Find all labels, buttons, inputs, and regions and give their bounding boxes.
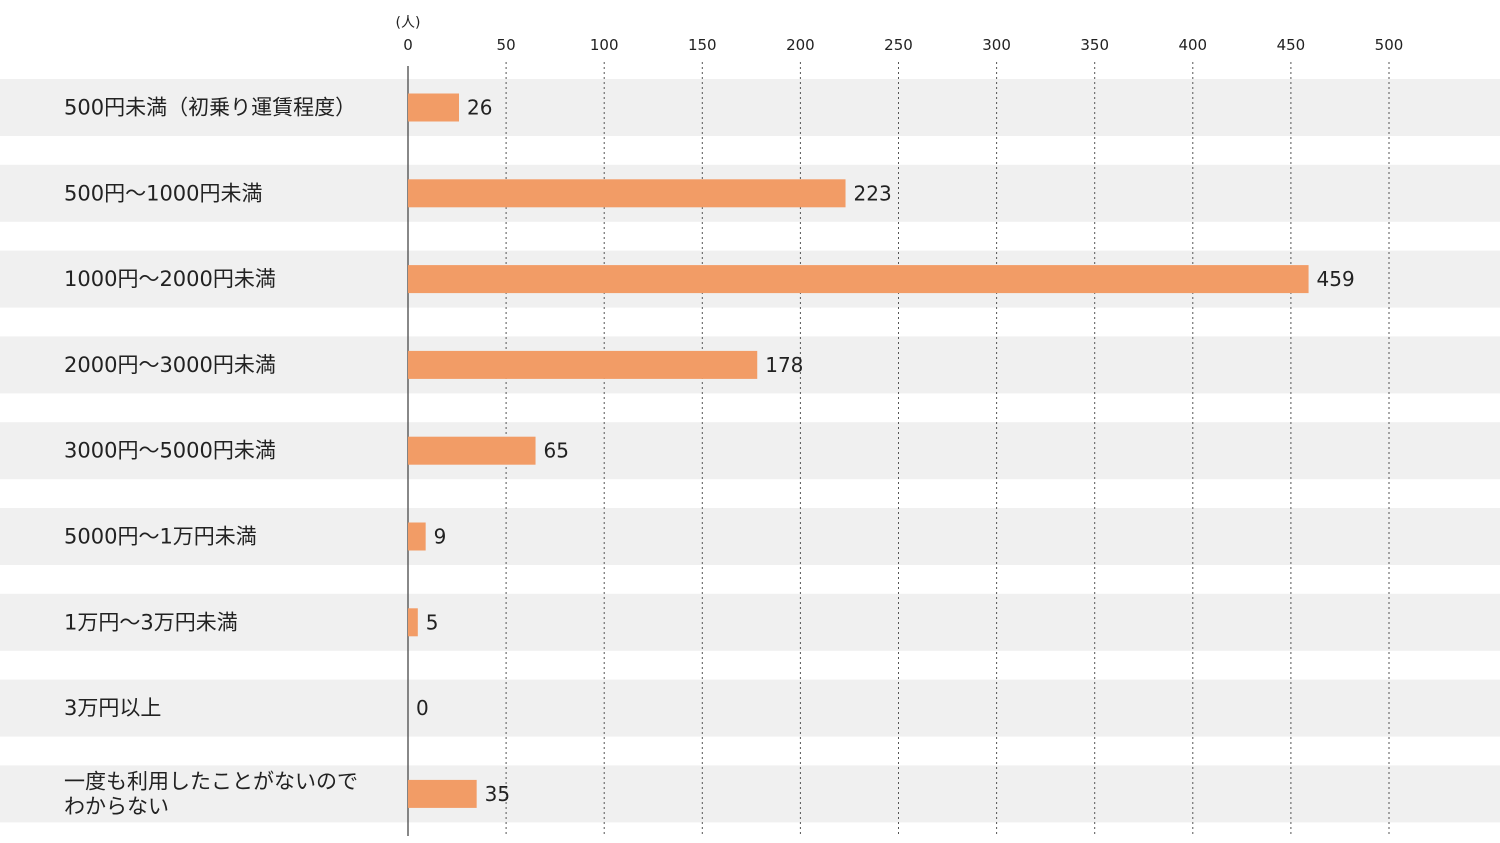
value-label: 5 (426, 610, 439, 634)
value-label: 459 (1317, 267, 1355, 291)
tick-label: 0 (403, 36, 413, 54)
value-label: 0 (416, 696, 429, 720)
value-label: 223 (854, 181, 892, 205)
tick-label: 450 (1277, 36, 1306, 54)
tick-label: 400 (1178, 36, 1207, 54)
category-label: 3万円以上 (64, 696, 161, 720)
bar (408, 350, 758, 379)
row-band (0, 508, 1500, 565)
row-band (0, 422, 1500, 480)
row-band (0, 593, 1500, 651)
value-label: 65 (544, 439, 569, 463)
value-label: 26 (467, 96, 492, 120)
value-labels: 26 223 459 178 65 9 5 0 35 (416, 96, 1355, 806)
bar (408, 779, 477, 808)
value-label: 178 (765, 353, 803, 377)
tick-label: 350 (1080, 36, 1109, 54)
value-label: 9 (434, 525, 447, 549)
bar (408, 608, 418, 637)
tick-label: 150 (688, 36, 717, 54)
category-label: 一度も利用したことがないので (64, 769, 358, 793)
tick-label: 250 (884, 36, 913, 54)
row-bands (0, 79, 1500, 823)
tick-label: 100 (590, 36, 619, 54)
tick-label: 200 (786, 36, 815, 54)
bar (408, 522, 426, 551)
row-band (0, 79, 1500, 136)
bar (408, 179, 846, 208)
category-label: 5000円〜1万円未満 (64, 525, 257, 549)
value-label: 35 (485, 782, 510, 806)
bars (408, 93, 1309, 808)
row-band (0, 765, 1500, 823)
tick-label: 500 (1375, 36, 1404, 54)
category-label: 500円〜1000円未満 (64, 181, 263, 205)
tick-label: 300 (982, 36, 1011, 54)
category-label: 1万円〜3万円未満 (64, 610, 238, 634)
category-label: わからない (64, 794, 169, 818)
tick-label: 50 (497, 36, 516, 54)
bar (408, 93, 460, 122)
tick-labels: 0 50 100 150 200 250 300 350 400 450 500 (403, 36, 1403, 54)
bar (408, 265, 1309, 294)
bar (408, 436, 536, 465)
category-label: 500円未満（初乗り運賃程度） (64, 96, 356, 120)
category-labels: 500円未満（初乗り運賃程度） 500円〜1000円未満 1000円〜2000円未満… (64, 96, 358, 819)
axis-unit-label: (人) (396, 15, 421, 31)
category-label: 3000円〜5000円未満 (64, 439, 276, 463)
category-label: 1000円〜2000円未満 (64, 267, 276, 291)
row-band (0, 679, 1500, 737)
category-label: 2000円〜3000円未満 (64, 353, 276, 377)
